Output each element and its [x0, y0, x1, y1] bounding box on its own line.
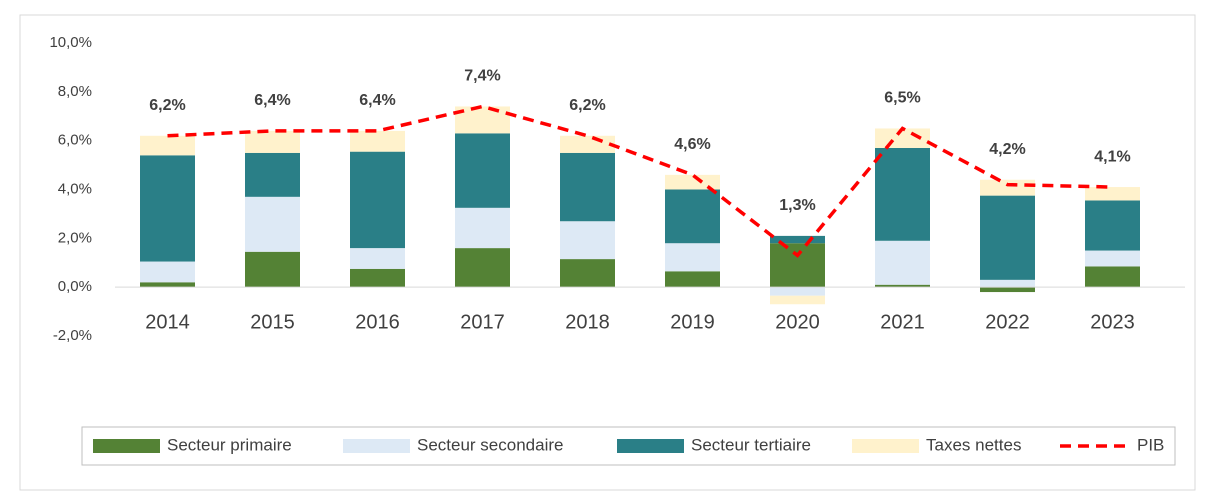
legend-label: PIB [1137, 435, 1164, 454]
bar-segment [140, 261, 195, 283]
y-tick-label: 0,0% [58, 278, 92, 295]
data-label: 6,2% [569, 97, 605, 114]
x-tick-label: 2019 [670, 311, 715, 333]
bar-segment [875, 147, 930, 241]
bar-segment [350, 268, 405, 288]
bar-segment [245, 196, 300, 252]
bar-segment [665, 174, 720, 190]
bar-segment [455, 106, 510, 134]
bar-segment [980, 179, 1035, 196]
legend-label: Secteur primaire [167, 435, 292, 454]
bar-segment [770, 295, 825, 305]
bar-segment [560, 152, 615, 222]
bar-segment [770, 243, 825, 288]
bar-segment [245, 251, 300, 288]
bar-segment [140, 155, 195, 262]
bar-segment [665, 243, 720, 272]
bar-segment [980, 279, 1035, 288]
bar-segment [770, 287, 825, 296]
bar-segment [875, 240, 930, 285]
x-tick-label: 2020 [775, 311, 820, 333]
x-tick-label: 2021 [880, 311, 925, 333]
data-label: 6,4% [359, 92, 395, 109]
x-tick-label: 2022 [985, 311, 1030, 333]
data-label: 6,5% [884, 90, 920, 107]
bar-segment [665, 271, 720, 288]
bar-segment [980, 195, 1035, 280]
bar-segment [1085, 250, 1140, 267]
legend-label: Secteur secondaire [417, 435, 563, 454]
x-tick-label: 2016 [355, 311, 400, 333]
bar-segment [560, 135, 615, 153]
legend-swatch [343, 439, 410, 453]
bar-segment [560, 259, 615, 288]
bar-segment [245, 130, 300, 153]
bar-segment [560, 221, 615, 260]
bar-segment [1085, 187, 1140, 201]
bar-segment [875, 128, 930, 148]
x-tick-label: 2017 [460, 311, 505, 333]
y-tick-label: 4,0% [58, 180, 92, 197]
y-tick-label: 2,0% [58, 229, 92, 246]
data-label: 1,3% [779, 197, 815, 214]
bar-segment [770, 235, 825, 244]
bar-segment [1085, 200, 1140, 251]
data-label: 6,4% [254, 92, 290, 109]
legend-swatch [617, 439, 684, 453]
data-label: 6,2% [149, 97, 185, 114]
legend-label: Taxes nettes [926, 435, 1021, 454]
bar-segment [1085, 266, 1140, 288]
bar-segment [455, 248, 510, 288]
bar-segment [455, 133, 510, 208]
x-tick-label: 2015 [250, 311, 295, 333]
y-tick-label: 6,0% [58, 132, 92, 149]
bar-segment [875, 284, 930, 288]
legend-frame [81, 426, 1176, 466]
data-label: 4,2% [989, 141, 1025, 158]
bar-segment [140, 282, 195, 288]
bar-segment [350, 151, 405, 249]
bar-segment [350, 130, 405, 152]
bar-segment [140, 135, 195, 156]
bar-segment [980, 287, 1035, 293]
y-tick-label: 10,0% [49, 34, 92, 51]
x-tick-label: 2014 [145, 311, 190, 333]
legend-swatch [852, 439, 919, 453]
bar-segment [245, 152, 300, 197]
legend-swatch [93, 439, 160, 453]
bar-segment [350, 248, 405, 269]
bar-segment [665, 189, 720, 244]
bar-segment [455, 207, 510, 249]
x-tick-label: 2023 [1090, 311, 1135, 333]
data-label: 4,6% [674, 136, 710, 153]
y-tick-label: 8,0% [58, 83, 92, 100]
y-tick-label: -2,0% [53, 327, 92, 344]
data-label: 7,4% [464, 68, 500, 85]
legend-label: Secteur tertiaire [691, 435, 811, 454]
x-tick-label: 2018 [565, 311, 610, 333]
data-label: 4,1% [1094, 148, 1130, 165]
